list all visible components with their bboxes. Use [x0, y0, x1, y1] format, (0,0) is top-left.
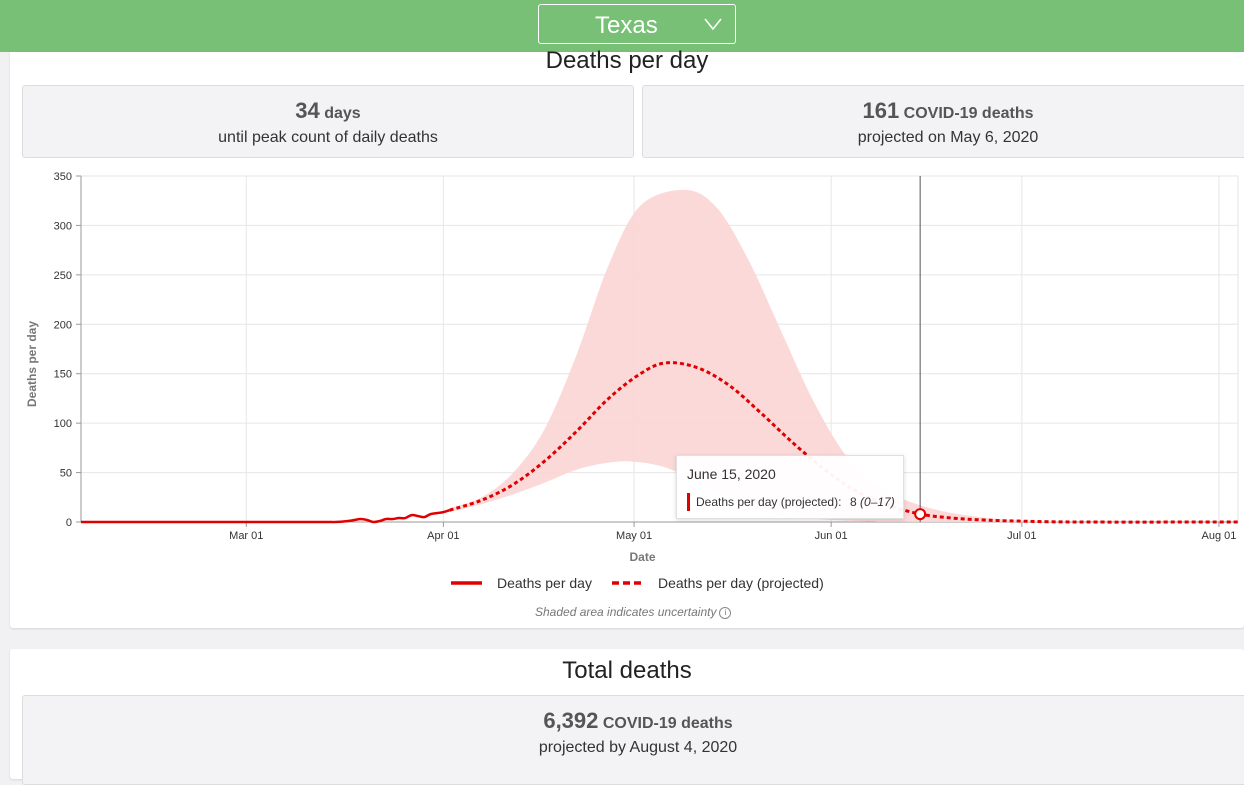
- x-axis-title: Date: [629, 550, 655, 564]
- tooltip-series-marker: [687, 493, 690, 511]
- y-tick-label: 200: [54, 319, 72, 331]
- legend-projected[interactable]: Deaths per day (projected): [658, 575, 824, 591]
- tooltip-value-number: 8: [850, 495, 857, 509]
- x-tick-label: Jun 01: [815, 530, 848, 542]
- y-tick-label: 250: [54, 270, 72, 282]
- y-tick-label: 150: [54, 369, 72, 381]
- deaths-per-day-title: Deaths per day: [545, 47, 709, 74]
- info-icon[interactable]: i: [719, 607, 732, 619]
- peak-days-number: 34: [295, 98, 320, 123]
- actual-deaths-line: [81, 508, 451, 524]
- y-tick-label: 50: [60, 468, 72, 480]
- chevron-down-icon: [704, 18, 722, 31]
- x-tick-label: May 01: [616, 530, 652, 542]
- total-deaths-unit: COVID-19 deaths: [602, 715, 733, 732]
- tooltip-value: 8 (0–17): [850, 495, 895, 509]
- total-deaths-title: Total deaths: [562, 657, 692, 684]
- y-tick-label: 0: [66, 517, 72, 529]
- peak-days-caption: until peak count of daily deaths: [218, 129, 438, 146]
- total-deaths-caption: projected by August 4, 2020: [538, 739, 738, 756]
- uncertainty-band: [449, 189, 1238, 523]
- y-axis-title: Deaths per day: [25, 321, 39, 407]
- peak-deaths-stat: 161 COVID-19 deaths projected on May 6, …: [642, 85, 1244, 158]
- tooltip-date: June 15, 2020: [687, 466, 776, 482]
- chart-tooltip: June 15, 2020 Deaths per day (projected)…: [676, 455, 904, 519]
- x-tick-label: Apr 01: [427, 530, 459, 542]
- peak-days-unit: days: [324, 105, 361, 122]
- hover-point: [914, 508, 927, 521]
- peak-deaths-caption: projected on May 6, 2020: [857, 129, 1039, 146]
- state-select-value: Texas: [595, 12, 658, 39]
- deaths-per-day-chart[interactable]: 0 50 100 150 200 250 300 350 Mar 01 Apr 01 May 01 J…: [0, 0, 1244, 764]
- state-select[interactable]: Texas: [538, 4, 736, 44]
- tooltip-series-label: Deaths per day (projected):: [696, 495, 842, 509]
- total-deaths-card: Total deaths 6,392 COVID-19 deaths proje…: [10, 649, 1244, 785]
- total-deaths-stat: 6,392 COVID-19 deaths projected by Augus…: [22, 695, 1244, 785]
- x-tick-label: Jul 01: [1007, 530, 1036, 542]
- tooltip-value-range: (0–17): [860, 495, 895, 509]
- uncertainty-note-text: Shaded area indicates uncertainty: [535, 605, 717, 619]
- projected-deaths-line: [449, 361, 1239, 524]
- x-tick-label: Aug 01: [1201, 530, 1236, 542]
- peak-deaths-number: 161: [862, 98, 900, 123]
- x-tick-label: Mar 01: [229, 530, 263, 542]
- top-bar: Texas: [0, 0, 1244, 52]
- total-deaths-number: 6,392: [543, 708, 599, 733]
- legend-actual[interactable]: Deaths per day: [497, 575, 592, 591]
- y-tick-label: 100: [54, 418, 72, 430]
- uncertainty-note: Shaded area indicates uncertainty i: [535, 605, 732, 619]
- peak-days-stat: 34 days until peak count of daily deaths: [22, 85, 634, 158]
- peak-deaths-unit: COVID-19 deaths: [903, 105, 1034, 122]
- y-tick-label: 350: [54, 171, 72, 183]
- y-tick-label: 300: [54, 220, 72, 232]
